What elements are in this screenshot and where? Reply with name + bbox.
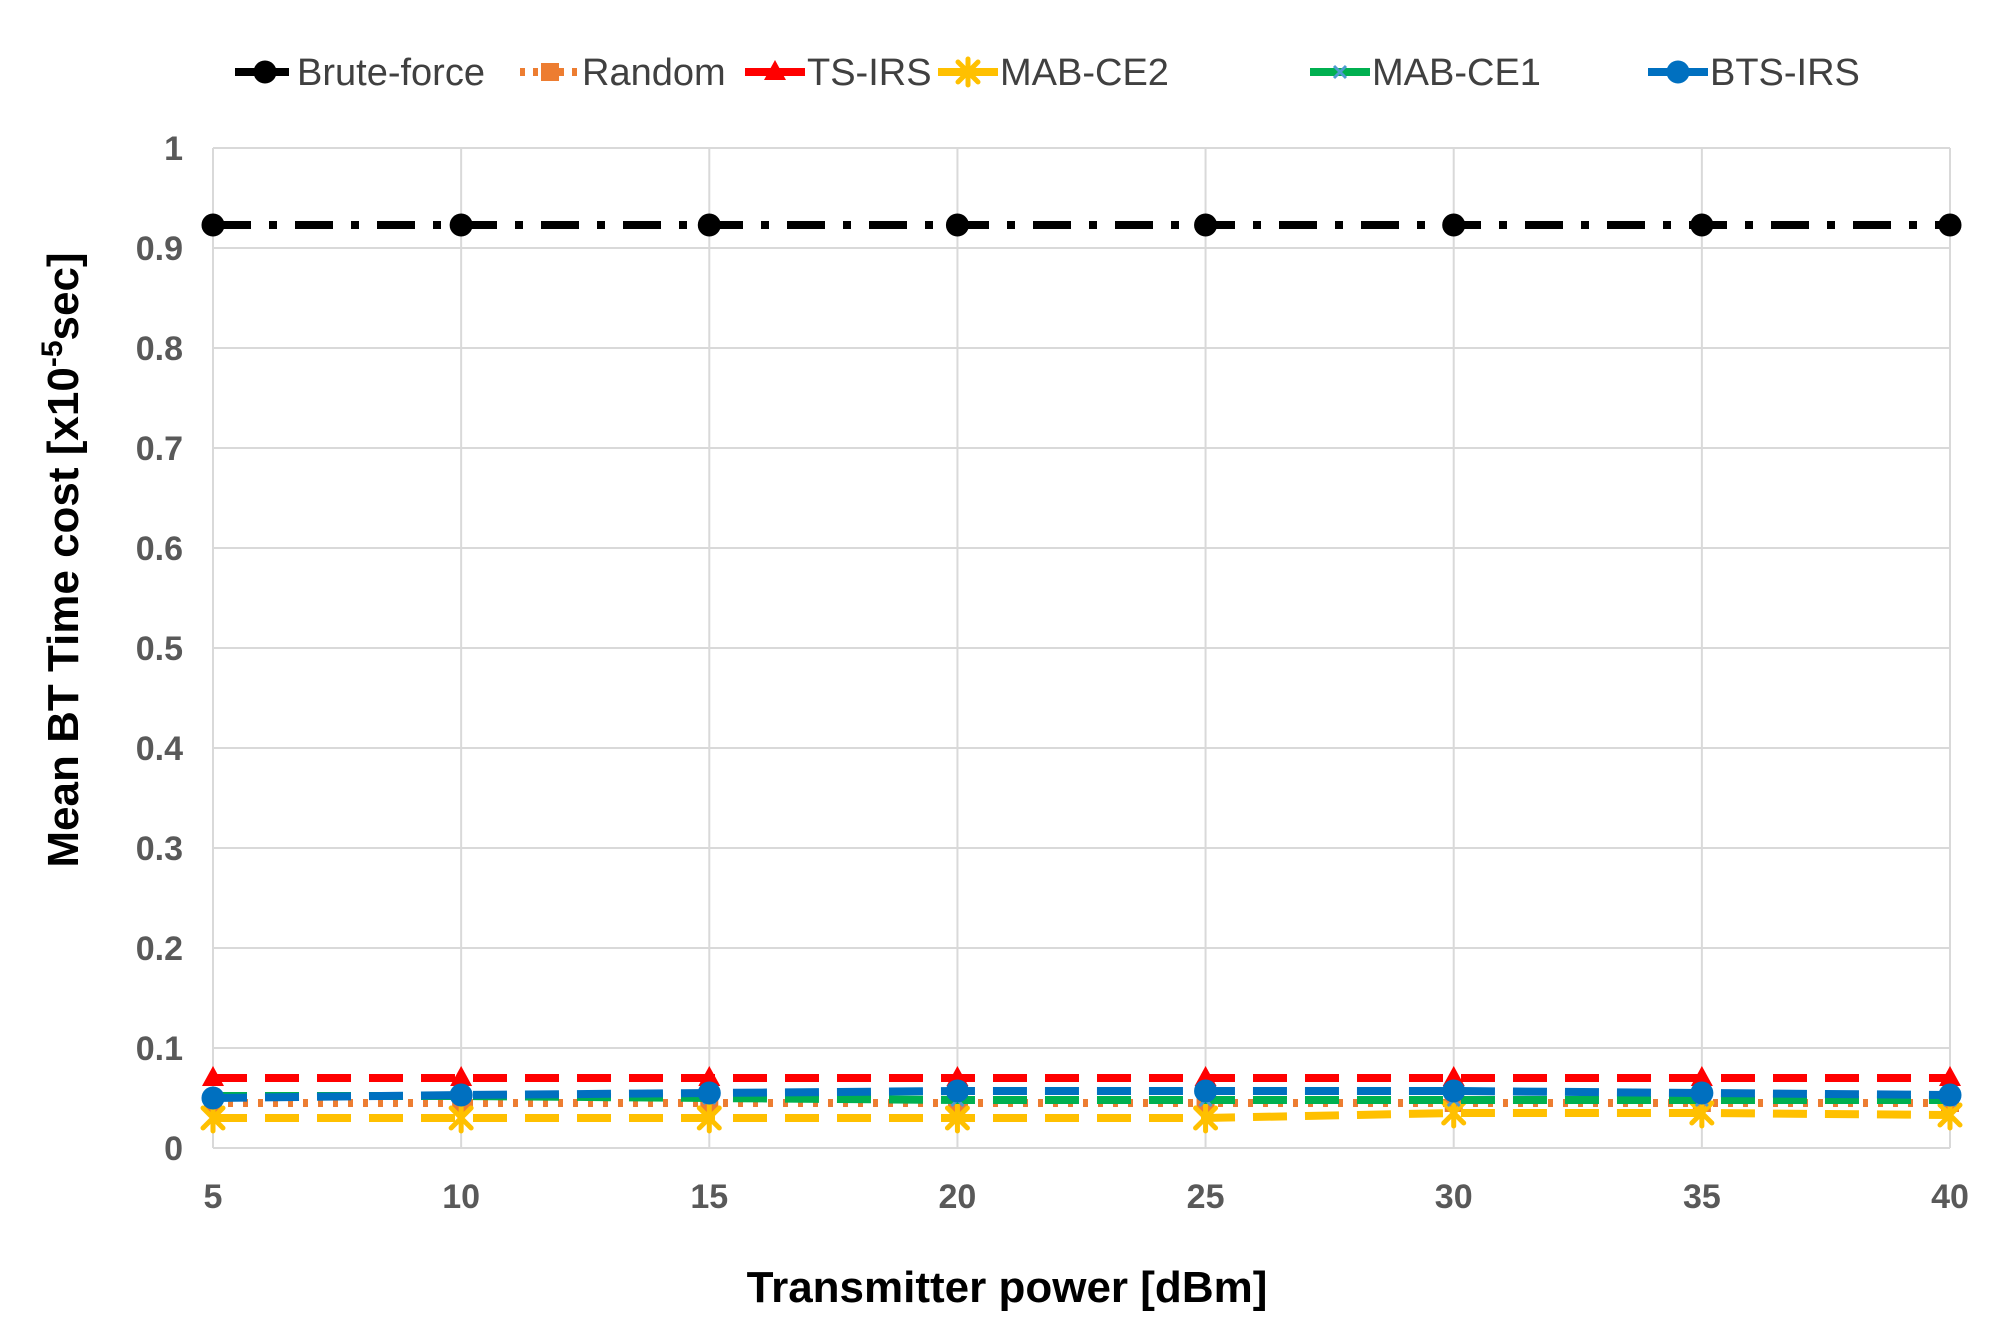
x-tick-labels: 5 10 15 20 25 30 35 40 (204, 1178, 1969, 1216)
legend-item: Brute-force (235, 52, 485, 94)
y-axis-title: Mean BT Time cost [x10-5sec] (36, 252, 88, 867)
data-point (1690, 213, 1714, 237)
legend-marker (764, 60, 786, 80)
legend-marker (1332, 64, 1348, 80)
series-line (212, 1087, 1951, 1102)
legend-label: TS-IRS (807, 52, 932, 94)
data-point (697, 213, 721, 237)
data-point (697, 1081, 721, 1105)
series-line (213, 1109, 1951, 1122)
y-tick-label: 0.4 (136, 730, 183, 768)
x-tick-label: 5 (204, 1178, 223, 1216)
y-tick-label: 0.2 (136, 930, 183, 968)
x-tick-label: 40 (1931, 1178, 1969, 1216)
data-point (1193, 1102, 1219, 1134)
x-tick-label: 30 (1435, 1178, 1473, 1216)
data-point (449, 213, 473, 237)
legend-label: MAB-CE2 (1000, 52, 1169, 94)
y-tick-label: 0 (164, 1130, 183, 1168)
series-mab-ce2 (200, 1097, 1963, 1134)
legend: Brute-force Random TS-IRS MAB-CE2 MAB-CE1 BTS… (235, 52, 1860, 94)
data-point (1939, 1066, 1961, 1086)
y-tick-label: 0.3 (136, 830, 183, 868)
legend-label: BTS-IRS (1710, 52, 1860, 94)
legend-marker (253, 60, 277, 84)
y-axis-title-main: Mean BT Time cost [x10 (39, 367, 88, 867)
x-tick-label: 20 (939, 1178, 977, 1216)
legend-marker (541, 63, 559, 81)
legend-item: MAB-CE2 (938, 52, 1169, 94)
data-point (1442, 1079, 1466, 1103)
legend-item: TS-IRS (745, 52, 932, 94)
data-point (945, 1079, 969, 1103)
legend-label: MAB-CE1 (1372, 52, 1541, 94)
data-point (448, 1102, 474, 1134)
data-point (944, 1102, 970, 1134)
data-point (201, 1086, 225, 1110)
data-point (450, 1066, 473, 1086)
data-point (698, 1066, 721, 1086)
y-tick-label: 0.1 (136, 1030, 183, 1068)
data-point (202, 1066, 224, 1086)
y-tick-label: 1 (164, 130, 183, 168)
legend-label: Random (582, 52, 726, 94)
legend-item: Random (520, 52, 726, 94)
data-point (1938, 213, 1962, 237)
data-point (1194, 213, 1218, 237)
y-tick-label: 0.5 (136, 630, 183, 668)
series-bts-irs (201, 1079, 1962, 1110)
y-tick-labels: 0 0.1 0.2 0.3 0.4 0.5 0.6 0.7 0.8 0.9 1 (136, 130, 183, 1168)
data-point (1194, 1079, 1218, 1103)
data-point (449, 1083, 473, 1107)
x-tick-label: 25 (1187, 1178, 1225, 1216)
x-tick-label: 10 (442, 1178, 480, 1216)
y-axis-title-sup: -5 (36, 340, 69, 367)
x-tick-label: 15 (690, 1178, 728, 1216)
data-point (1441, 1097, 1467, 1129)
x-tick-label: 35 (1683, 1178, 1721, 1216)
data-point (1690, 1066, 1713, 1086)
y-tick-label: 0.7 (136, 430, 183, 468)
data-point (945, 213, 969, 237)
series-brute-force (201, 213, 1962, 237)
data-point (1690, 1081, 1714, 1105)
legend-item: MAB-CE1 (1310, 52, 1541, 94)
legend-item: BTS-IRS (1648, 52, 1860, 94)
y-axis-title-tail: sec] (39, 252, 88, 340)
y-tick-label: 0.6 (136, 530, 183, 568)
y-tick-label: 0.8 (136, 330, 183, 368)
data-point (696, 1102, 722, 1134)
x-axis-title: Transmitter power [dBm] (747, 1263, 1268, 1312)
legend-marker (1666, 60, 1690, 84)
data-point (1938, 1083, 1962, 1107)
grid-lines (212, 147, 1951, 1149)
y-tick-label: 0.9 (136, 230, 183, 268)
data-point (1442, 213, 1466, 237)
legend-marker (955, 56, 981, 88)
series-layer (200, 213, 1963, 1134)
data-point (201, 213, 225, 237)
legend-label: Brute-force (297, 52, 485, 94)
